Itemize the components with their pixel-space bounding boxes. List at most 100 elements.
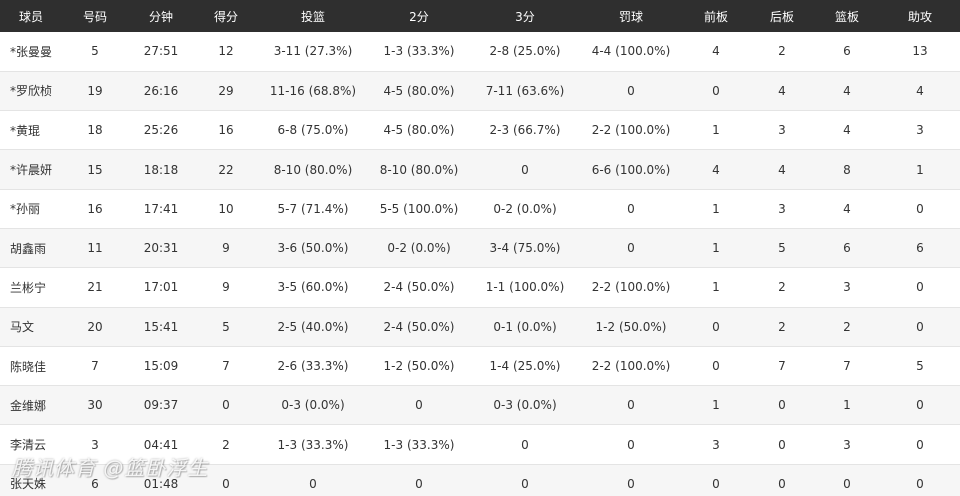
header-number[interactable]: 号码 (82, 9, 107, 24)
number-cell: 15 (87, 162, 103, 177)
offensive-rebounds-cell: 4 (712, 162, 720, 177)
two-pointers-cell: 0 (415, 398, 423, 413)
assists-cell: 0 (916, 398, 924, 413)
rebounds-cell: 6 (843, 241, 851, 256)
field-goals-cell: 2-6 (33.3%) (277, 359, 349, 374)
player-name-cell[interactable]: 兰彬宁 (10, 280, 47, 295)
table-row: 兰彬宁 21 17:01 9 3-5 (60.0%) 2-4 (50.0%) 1-1 (10… (0, 267, 960, 308)
points-cell: 0 (222, 398, 230, 413)
header-points[interactable]: 得分 (213, 9, 238, 24)
assists-cell: 3 (916, 123, 924, 138)
number-cell: 19 (87, 83, 103, 98)
player-name-cell[interactable]: *许晨妍 (10, 163, 53, 178)
defensive-rebounds-cell: 0 (778, 476, 786, 491)
field-goals-cell: 3-5 (60.0%) (277, 280, 349, 295)
offensive-rebounds-cell: 1 (712, 398, 720, 413)
points-cell: 29 (218, 83, 234, 98)
header-assists[interactable]: 助攻 (907, 9, 932, 24)
header-offensive-rebounds[interactable]: 前板 (703, 9, 728, 24)
minutes-cell: 09:37 (143, 398, 179, 413)
offensive-rebounds-cell: 1 (712, 241, 720, 256)
minutes-cell: 15:41 (143, 319, 179, 334)
player-name-cell[interactable]: *罗欣桢 (10, 84, 53, 99)
three-pointers-cell: 0-2 (0.0%) (493, 201, 557, 216)
header-minutes[interactable]: 分钟 (148, 9, 173, 24)
rebounds-cell: 4 (843, 123, 851, 138)
number-cell: 7 (91, 359, 99, 374)
number-cell: 21 (87, 280, 103, 295)
offensive-rebounds-cell: 3 (712, 437, 720, 452)
number-cell: 16 (87, 201, 103, 216)
header-defensive-rebounds[interactable]: 后板 (769, 9, 794, 24)
number-cell: 11 (87, 241, 103, 256)
defensive-rebounds-cell: 0 (778, 398, 786, 413)
free-throws-cell: 1-2 (50.0%) (595, 319, 667, 334)
rebounds-cell: 4 (843, 201, 851, 216)
rebounds-cell: 1 (843, 398, 851, 413)
offensive-rebounds-cell: 0 (712, 83, 720, 98)
header-two-pointers[interactable]: 2分 (409, 9, 429, 24)
player-name-cell[interactable]: 金维娜 (10, 398, 47, 413)
table-row: 胡鑫雨 11 20:31 9 3-6 (50.0%) 0-2 (0.0%) 3-4 (75.… (0, 228, 960, 268)
field-goals-cell: 11-16 (68.8%) (269, 83, 357, 98)
player-name-cell[interactable]: 陈晓佳 (10, 359, 47, 374)
minutes-cell: 20:31 (143, 241, 179, 256)
header-rebounds[interactable]: 篮板 (834, 9, 859, 24)
free-throws-cell: 0 (627, 437, 635, 452)
minutes-cell: 17:41 (143, 201, 179, 216)
player-name-cell[interactable]: *黄琨 (10, 123, 41, 138)
table-row: *张曼曼 5 27:51 12 3-11 (27.3%) 1-3 (33.3%) 2-8 (… (0, 32, 960, 72)
number-cell: 6 (91, 476, 99, 491)
three-pointers-cell: 0-1 (0.0%) (493, 319, 557, 334)
player-name-cell[interactable]: *张曼曼 (10, 44, 53, 59)
player-name-cell[interactable]: *孙丽 (10, 202, 41, 217)
header-player[interactable]: 球员 (18, 9, 43, 24)
table-row: 金维娜 30 09:37 0 0-3 (0.0%) 0 0-3 (0.0%) 0 1 0 1 0 (0, 385, 960, 425)
field-goals-cell: 3-11 (27.3%) (273, 44, 353, 59)
free-throws-cell: 4-4 (100.0%) (591, 44, 671, 59)
minutes-cell: 04:41 (143, 437, 179, 452)
offensive-rebounds-cell: 4 (712, 44, 720, 59)
two-pointers-cell: 4-5 (80.0%) (383, 123, 455, 138)
rebounds-cell: 6 (843, 44, 851, 59)
assists-cell: 0 (916, 437, 924, 452)
two-pointers-cell: 5-5 (100.0%) (379, 201, 459, 216)
header-field-goals[interactable]: 投篮 (300, 9, 325, 24)
assists-cell: 5 (916, 359, 924, 374)
table-row: 马文 20 15:41 5 2-5 (40.0%) 2-4 (50.0%) 0-1 (0.0… (0, 307, 960, 347)
three-pointers-cell: 2-3 (66.7%) (489, 123, 561, 138)
table-header: 球员 号码 分钟 得分 投篮 2分 3分 罚球 前板 后板 篮板 助攻 (0, 0, 960, 32)
header-three-pointers[interactable]: 3分 (515, 9, 535, 24)
assists-cell: 4 (916, 83, 924, 98)
player-name-cell[interactable]: 张天姝 (10, 477, 47, 492)
player-name-cell[interactable]: 马文 (10, 320, 35, 335)
player-name-cell[interactable]: 李清云 (10, 438, 47, 453)
offensive-rebounds-cell: 0 (712, 476, 720, 491)
points-cell: 9 (222, 280, 230, 295)
header-row: 球员 号码 分钟 得分 投篮 2分 3分 罚球 前板 后板 篮板 助攻 (0, 0, 960, 32)
field-goals-cell: 2-5 (40.0%) (277, 319, 349, 334)
assists-cell: 0 (916, 201, 924, 216)
assists-cell: 0 (916, 319, 924, 334)
three-pointers-cell: 0 (521, 476, 529, 491)
points-cell: 9 (222, 241, 230, 256)
field-goals-cell: 0 (309, 476, 317, 491)
free-throws-cell: 0 (627, 241, 635, 256)
three-pointers-cell: 2-8 (25.0%) (489, 44, 561, 59)
free-throws-cell: 0 (627, 201, 635, 216)
rebounds-cell: 7 (843, 359, 851, 374)
player-name-cell[interactable]: 胡鑫雨 (10, 241, 47, 256)
rebounds-cell: 3 (843, 437, 851, 452)
two-pointers-cell: 1-3 (33.3%) (383, 44, 455, 59)
rebounds-cell: 0 (843, 476, 851, 491)
defensive-rebounds-cell: 5 (778, 241, 786, 256)
offensive-rebounds-cell: 0 (712, 319, 720, 334)
defensive-rebounds-cell: 2 (778, 319, 786, 334)
table-row: *孙丽 16 17:41 10 5-7 (71.4%) 5-5 (100.0%) 0-2 (… (0, 189, 960, 229)
number-cell: 30 (87, 398, 103, 413)
defensive-rebounds-cell: 0 (778, 437, 786, 452)
offensive-rebounds-cell: 0 (712, 359, 720, 374)
header-free-throws[interactable]: 罚球 (618, 9, 643, 24)
field-goals-cell: 0-3 (0.0%) (281, 398, 345, 413)
